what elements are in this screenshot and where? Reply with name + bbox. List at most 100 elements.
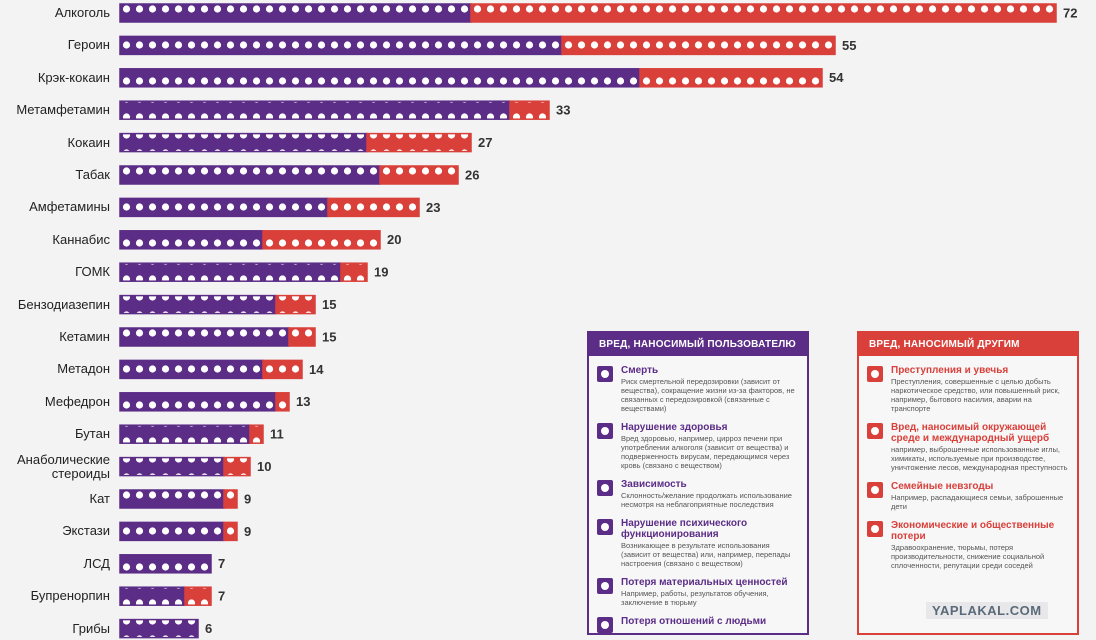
category-label: Мефедрон — [44, 393, 110, 409]
legend-title: Экономические и общественные потери — [891, 520, 1055, 542]
bar-segment — [119, 230, 264, 250]
legend-item: Семейные невзгоды Например, распадающиеся… — [867, 481, 1069, 511]
legend-item: Экономические и общественные потери Здрав… — [867, 520, 1069, 570]
total-label: 6 — [205, 621, 212, 636]
bar-segment — [639, 68, 823, 88]
category-label: Анаболические стероиды — [17, 451, 110, 481]
total-label: 72 — [1063, 5, 1077, 20]
bar-segment — [119, 618, 199, 639]
legend-item: Зависимость Склонность/желание продолжать… — [597, 479, 799, 509]
legend-icon — [867, 366, 883, 382]
bar-segment — [470, 3, 1057, 23]
legend-description: Например, распадающиеся семьи, заброшенн… — [891, 493, 1064, 511]
legend-item: Вред, наносимый окружающей среде и между… — [867, 422, 1069, 472]
legend-item: Смерть Риск смертельной передозировки (за… — [597, 365, 799, 413]
total-label: 9 — [244, 524, 251, 539]
category-label: Амфетамины — [29, 199, 110, 215]
category-label: Кетамин — [59, 329, 110, 344]
bar-segment — [366, 132, 472, 153]
legend-text: Преступления и увечья Преступления, совер… — [891, 365, 1069, 413]
bar-segment — [119, 294, 277, 315]
bar-segment — [119, 35, 563, 56]
bar-segment — [119, 554, 212, 574]
legend-icon — [867, 423, 883, 439]
bar-segment — [119, 489, 225, 509]
bar-segment — [249, 424, 264, 444]
legend-text: Нарушение здоровья Вред здоровью, наприме… — [621, 422, 799, 470]
total-label: 26 — [465, 167, 479, 182]
legend-icon — [597, 366, 613, 382]
category-label: Кат — [89, 491, 110, 506]
bar-segment — [223, 521, 238, 542]
category-label: Бупренорпин — [30, 588, 110, 604]
category-label: Героин — [67, 37, 110, 53]
legend-icon — [597, 519, 613, 535]
watermark: YAPLAKAL.COM — [926, 602, 1048, 619]
legend-box: ВРЕД, НАНОСИМЫЙ ПОЛЬЗОВАТЕЛЮ Смерть Риск с… — [587, 331, 809, 635]
legend-title: Потеря материальных ценностей — [621, 577, 788, 588]
legend-description: Преступления, совершенные с целью добыть… — [891, 377, 1060, 413]
bar-segment — [223, 456, 251, 477]
total-label: 15 — [322, 329, 336, 344]
bar-segment — [119, 586, 186, 606]
bar-segment — [275, 392, 290, 412]
legend-item: Потеря отношений с людьми — [597, 616, 799, 633]
legend-title: Преступления и увечья — [891, 365, 1009, 376]
legend-item: Нарушение здоровья Вред здоровью, наприме… — [597, 422, 799, 470]
legend-header: ВРЕД, НАНОСИМЫЙ ПОЛЬЗОВАТЕЛЮ — [589, 333, 807, 356]
legend-title: Семейные невзгоды — [891, 481, 994, 492]
bar-segment — [119, 521, 225, 542]
total-label: 15 — [322, 297, 336, 312]
bar-segment — [119, 359, 264, 380]
legend-description: Вред здоровью, например, цирроз печени п… — [621, 434, 790, 470]
legend-description: например, выброшенные использованные игл… — [891, 445, 1068, 472]
legend-title: Нарушение здоровья — [621, 422, 728, 433]
legend-title: Зависимость — [621, 479, 687, 490]
total-label: 10 — [257, 459, 271, 474]
category-label: Каннабис — [52, 231, 110, 247]
legend-text: Смерть Риск смертельной передозировки (за… — [621, 365, 799, 413]
bar-segment — [119, 165, 381, 185]
total-label: 9 — [244, 491, 251, 506]
category-label: Кокаин — [67, 134, 110, 150]
total-label: 55 — [842, 38, 856, 53]
total-label: 7 — [218, 589, 225, 604]
bar-segment — [340, 262, 368, 282]
legend-icon — [597, 617, 613, 633]
bar-segment — [275, 294, 316, 315]
total-label: 20 — [387, 232, 401, 247]
bar-segment — [184, 586, 212, 606]
bar-segment — [327, 197, 420, 218]
bar-segment — [119, 262, 342, 282]
bar-segment — [509, 100, 550, 120]
category-label: Бензодиазепин — [17, 296, 110, 312]
total-label: 54 — [829, 70, 844, 85]
legend-header: ВРЕД, НАНОСИМЫЙ ДРУГИМ — [859, 333, 1077, 356]
category-label: Грибы — [72, 620, 110, 636]
legend-text: Зависимость Склонность/желание продолжать… — [621, 479, 799, 509]
bar-segment — [119, 3, 472, 23]
category-label: Алкоголь — [54, 5, 110, 20]
bar-segment — [119, 100, 511, 120]
legend-text: Вред, наносимый окружающей среде и между… — [891, 422, 1069, 472]
total-label: 13 — [296, 394, 310, 409]
legend-title: Вред, наносимый окружающей среде и между… — [891, 422, 1050, 444]
legend-icon — [597, 578, 613, 594]
legend-text: Потеря материальных ценностей Например, р… — [621, 577, 799, 607]
legend-icon — [867, 521, 883, 537]
legend-text: Экономические и общественные потери Здрав… — [891, 520, 1069, 570]
total-label: 27 — [478, 135, 492, 150]
legend-title: Потеря отношений с людьми — [621, 616, 767, 627]
total-label: 19 — [374, 265, 388, 280]
bar-segment — [119, 456, 225, 477]
bar-segment — [119, 68, 641, 88]
legend-item: Нарушение психического функционирования В… — [597, 518, 799, 568]
bar-segment — [119, 197, 329, 218]
bar-segment — [119, 424, 251, 444]
total-label: 14 — [309, 362, 324, 377]
bar-segment — [262, 230, 381, 250]
bar-segment — [119, 392, 277, 412]
bar-segment — [288, 327, 316, 347]
